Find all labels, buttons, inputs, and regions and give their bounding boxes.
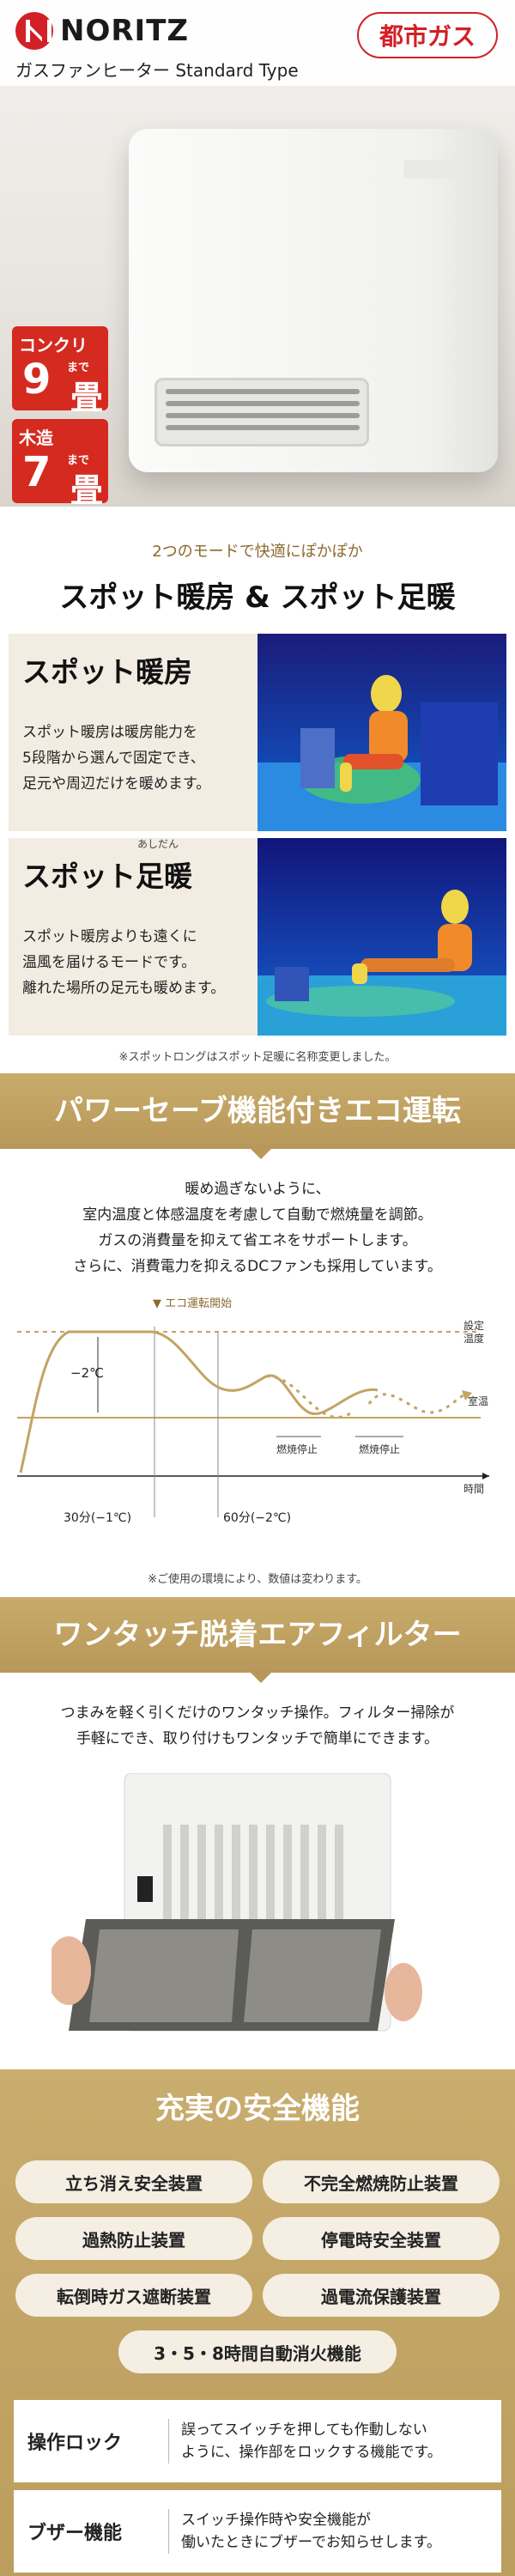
capacity-badge-wood: 木造 7 まで 畳 [12,419,108,507]
capacity-made: まで [67,361,90,374]
feature-detail-divider [168,2419,169,2464]
noritz-logo-icon [15,12,53,50]
product-subtitle: ガスファンヒーター Standard Type [15,60,299,81]
feature-detail-label: 操作ロック [27,2433,123,2454]
mode-title: スポット暖房 [22,655,192,689]
stop-label-2: 燃焼停止 [359,1443,401,1455]
spot-note: ※スポットロングはスポット足暖に名称変更しました。 [118,1051,397,1064]
capacity-made: まで [67,454,90,467]
set-temp-label: 設定 温度 [464,1320,484,1346]
capacity-number: 7 [22,448,52,496]
feature-pill: 立ち消え安全装置 [15,2160,252,2203]
brand-logo: NORITZ [15,12,189,50]
feature-detail-text: スイッチ操作時や安全機能が 働いたときにブザーでお知らせします。 [181,2512,441,2551]
safety-section: 充実の安全機能 立ち消え安全装置 不完全燃焼防止装置 過熱防止装置 停電時安全装… [0,2069,515,2576]
t30-label: 30分(−1℃) [64,1511,132,1525]
brand-name: NORITZ [60,14,190,48]
safety-title: 充実の安全機能 [155,2092,360,2126]
eco-intro: 暖め過ぎないように、 室内温度と体感温度を考慮して自動で燃焼量を調節。 ガスの消… [73,1181,442,1275]
gas-type-badge: 都市ガス [357,12,498,58]
eco-note: ※ご使用の環境により、数値は変わります。 [148,1573,367,1586]
spot-title: スポット暖房 & スポット足暖 [59,580,456,615]
mode-title: スポット足暖 [22,860,192,893]
filter-intro: つまみを軽く引くだけのワンタッチ操作。フィルター掃除が 手軽にでき、取り付けもワ… [60,1704,455,1747]
t60-label: 60分(−2℃) [223,1511,292,1525]
hero-section: NORITZ ガスファンヒーター Standard Type 都市ガス コンクリ… [0,0,515,507]
control-panel [403,160,464,179]
set-temp-label-2: 温度 [464,1333,485,1345]
feature-pill: 転倒時ガス遮断装置 [15,2274,252,2317]
capacity-number: 9 [22,355,52,404]
spot-subtitle: 2つのモードで快適にぽかぽか [152,543,363,561]
room-temp-label: 室温 [468,1395,489,1407]
feature-pill: 3・5・8時間自動消火機能 [118,2330,397,2373]
minus2-label: −2℃ [70,1365,104,1381]
spot-header: 2つのモードで快適にぽかぽか スポット暖房 & スポット足暖 [0,539,515,616]
filter-photo [52,1773,464,2039]
mode-card-spot-heating: スポット暖房 スポット暖房は暖房能力を 5段階から選んで固定でき、 足元や周辺だ… [9,634,506,831]
temp-curve-solid [19,1330,379,1473]
feature-detail-lock: 操作ロック 誤ってスイッチを押しても作動しない ように、操作部をロックする機能で… [14,2400,501,2482]
feature-detail-text: 誤ってスイッチを押しても作動しない ように、操作部をロックする機能です。 [181,2421,442,2461]
feature-pill: 不完全燃焼防止装置 [263,2160,500,2203]
feature-pill: 停電時安全装置 [263,2217,500,2260]
time-label: 時間 [464,1483,485,1495]
feature-detail-buzzer: ブザー機能 スイッチ操作時や安全機能が 働いたときにブザーでお知らせします。 [14,2490,501,2573]
temp-curve-dashed [265,1375,464,1419]
stop-label-1: 燃焼停止 [276,1443,318,1455]
heater-grille [154,378,369,447]
eco-graph: ▼ エコ運転開始 設定 温度 室温 時間 −2℃ 燃焼停止 燃焼停止 30分(−1… [9,1284,506,1541]
capacity-label: コンクリ [19,335,88,355]
mode-description: スポット暖房よりも遠くに 温風を届けるモードです。 離れた場所の足元も暖めます。 [22,928,226,997]
capacity-badge-concrete: コンクリ 9 まで 畳 [12,326,108,416]
mode-description: スポット暖房は暖房能力を 5段階から選んで固定でき、 足元や周辺だけを暖めます。 [22,724,211,793]
capacity-unit: 畳 [70,471,104,507]
feature-pill: 過電流保護装置 [263,2274,500,2317]
thermal-image-spot-foot [258,838,506,1036]
feature-detail-divider [168,2509,169,2554]
feature-detail-label: ブザー機能 [27,2523,123,2544]
capacity-label: 木造 [19,428,53,448]
mode-card-spot-foot: あしだん スポット足暖 スポット暖房よりも遠くに 温風を届けるモードです。 離れ… [9,838,506,1036]
thermal-image-spot-heating [258,634,506,831]
eco-banner: パワーセーブ機能付きエコ運転 [0,1073,515,1159]
eco-start-label: ▼ エコ運転開始 [153,1297,233,1310]
filter-banner: ワンタッチ脱着エアフィルター [0,1597,515,1683]
feature-pill: 過熱防止装置 [15,2217,252,2260]
capacity-unit: 畳 [70,379,104,416]
set-temp-label-1: 設定 [464,1320,485,1332]
heater-product-image [129,129,498,472]
ruby-reading: あしだん [137,838,179,850]
